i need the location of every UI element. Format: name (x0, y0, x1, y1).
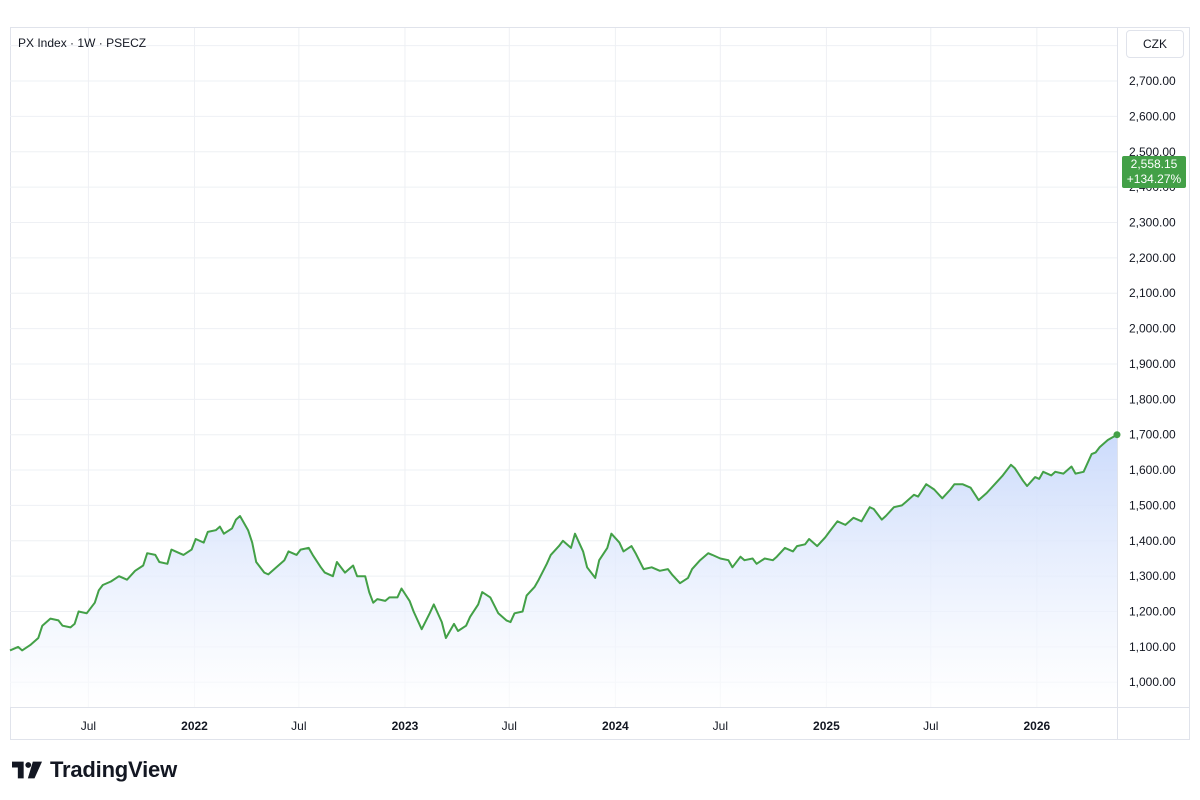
y-tick-label: 1,200.00 (1129, 605, 1176, 619)
legend-exchange: PSECZ (106, 36, 147, 50)
y-axis-ticks: 1,000.00 1,100.00 1,200.00 1,300.00 1,400.00… (1129, 39, 1176, 690)
x-tick-label: Jul (923, 719, 938, 733)
x-tick-label: 2022 (181, 719, 208, 733)
legend-separator: · (70, 36, 75, 50)
y-tick-label: 2,200.00 (1129, 251, 1176, 265)
y-tick-label: 1,500.00 (1129, 498, 1176, 512)
y-tick-label: 1,300.00 (1129, 569, 1176, 583)
legend-symbol: PX Index (18, 36, 67, 50)
tradingview-logo-icon (12, 761, 42, 779)
y-tick-label: 2,000.00 (1129, 322, 1176, 336)
chart-legend: PX Index · 1W · PSECZ (18, 36, 146, 50)
y-tick-label: 2,700.00 (1129, 74, 1176, 88)
tradingview-logo[interactable]: TradingView (12, 757, 177, 783)
y-tick-label: 1,400.00 (1129, 534, 1176, 548)
last-price-dot (1113, 431, 1121, 439)
x-tick-label: Jul (713, 719, 728, 733)
y-tick-label: 1,700.00 (1129, 428, 1176, 442)
x-tick-label: 2025 (813, 719, 840, 733)
x-tick-label: Jul (291, 719, 306, 733)
tradingview-logo-text: TradingView (50, 757, 177, 782)
y-tick-label: 1,000.00 (1129, 675, 1176, 689)
price-line (9, 433, 1118, 652)
x-tick-label: 2024 (602, 719, 629, 733)
y-tick-label: 2,300.00 (1129, 216, 1176, 230)
x-tick-label: 2026 (1024, 719, 1051, 733)
x-axis-ticks: Jul 2022 Jul 2023 Jul 2024 Jul 2025 Jul 2026 (81, 719, 1051, 733)
legend-interval: 1W (77, 36, 96, 50)
y-tick-label: 1,900.00 (1129, 357, 1176, 371)
last-price-badge: 2,558.15 +134.27% (1122, 156, 1186, 188)
last-price-value: 2,558.15 (1130, 157, 1178, 171)
x-tick-label: 2023 (392, 719, 419, 733)
y-tick-label: 1,600.00 (1129, 463, 1176, 477)
x-tick-label: Jul (502, 719, 517, 733)
chart-border (10, 27, 1190, 740)
currency-button[interactable]: CZK (1126, 30, 1184, 58)
y-tick-label: 2,100.00 (1129, 286, 1176, 300)
price-area (10, 434, 1117, 707)
y-tick-label: 1,100.00 (1129, 640, 1176, 654)
y-tick-label: 2,500.00 (1129, 145, 1176, 159)
legend-separator: · (98, 36, 103, 50)
last-price-change: +134.27% (1126, 172, 1182, 186)
currency-label: CZK (1143, 37, 1167, 51)
y-tick-label: 2,600.00 (1129, 109, 1176, 123)
x-tick-label: Jul (81, 719, 96, 733)
y-tick-label: 1,800.00 (1129, 392, 1176, 406)
